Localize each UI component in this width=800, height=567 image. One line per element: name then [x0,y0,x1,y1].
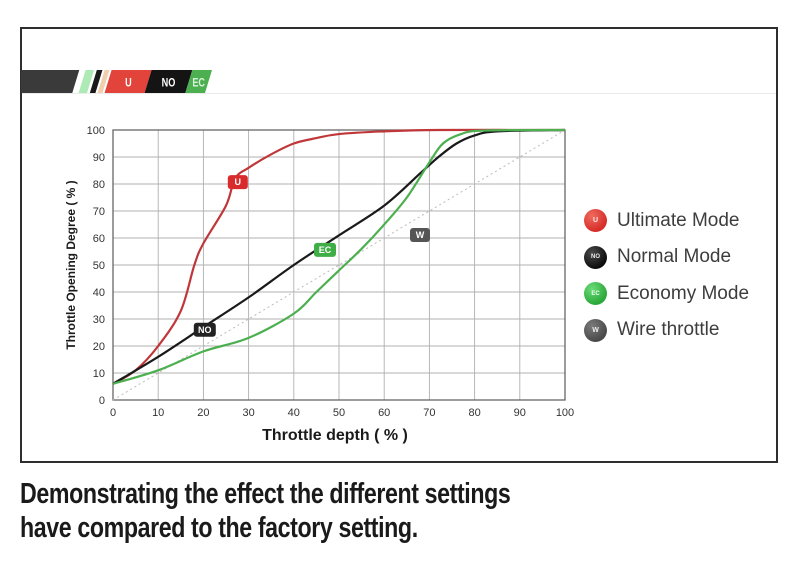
svg-text:Throttle Opening Degree ( % ): Throttle Opening Degree ( % ) [64,180,78,349]
svg-text:60: 60 [93,233,105,245]
svg-text:U: U [125,76,132,89]
svg-text:10: 10 [93,368,105,380]
svg-text:60: 60 [378,407,390,419]
svg-text:U: U [235,177,242,187]
svg-text:40: 40 [93,287,105,299]
svg-text:30: 30 [242,407,254,419]
svg-text:20: 20 [197,407,209,419]
svg-text:0: 0 [99,395,105,407]
svg-text:0: 0 [110,407,116,419]
svg-text:50: 50 [333,407,345,419]
svg-text:80: 80 [93,179,105,191]
svg-text:EC: EC [319,245,332,255]
svg-text:70: 70 [93,206,105,218]
svg-text:70: 70 [423,407,435,419]
svg-text:NO: NO [162,76,176,89]
svg-text:NO: NO [198,325,212,335]
svg-text:EC: EC [192,76,205,89]
svg-text:Throttle depth ( % ): Throttle depth ( % ) [262,427,408,444]
svg-text:90: 90 [93,152,105,164]
svg-text:10: 10 [152,407,164,419]
svg-text:90: 90 [514,407,526,419]
svg-text:40: 40 [288,407,300,419]
svg-text:100: 100 [87,125,105,137]
svg-text:80: 80 [468,407,480,419]
svg-text:20: 20 [93,341,105,353]
svg-text:30: 30 [93,314,105,326]
svg-text:50: 50 [93,260,105,272]
svg-text:W: W [416,230,425,240]
svg-text:100: 100 [556,407,574,419]
